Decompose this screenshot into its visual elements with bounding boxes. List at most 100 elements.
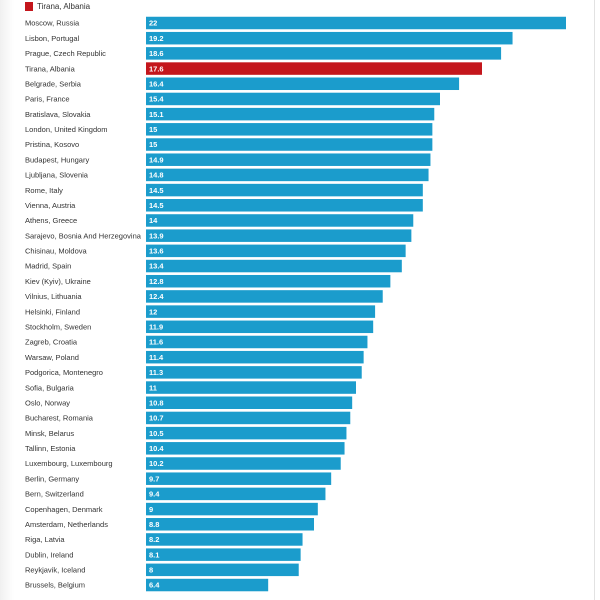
value-label: 11.4 xyxy=(149,353,164,362)
bar xyxy=(146,381,356,394)
bar xyxy=(146,487,326,501)
category-label: Vilnius, Lithuania xyxy=(25,292,82,301)
bar xyxy=(146,214,414,227)
category-label: Riga, Latvia xyxy=(25,535,65,544)
bar xyxy=(146,244,406,258)
value-label: 15.1 xyxy=(149,110,164,119)
bar xyxy=(146,518,314,531)
bar xyxy=(146,457,341,470)
bar xyxy=(146,442,345,455)
bar xyxy=(146,259,402,273)
bar xyxy=(146,16,566,30)
category-label: Oslo, Norway xyxy=(25,398,70,407)
bar xyxy=(146,366,362,379)
category-label: Amsterdam, Netherlands xyxy=(25,520,108,529)
value-label: 11.9 xyxy=(149,323,163,332)
category-label: Tallinn, Estonia xyxy=(25,444,76,453)
value-label: 12 xyxy=(149,307,157,316)
category-label: Pristina, Kosovo xyxy=(25,140,79,149)
category-label: Sarajevo, Bosnia And Herzegovina xyxy=(25,231,142,240)
bar xyxy=(146,31,513,45)
category-label: Bern, Switzerland xyxy=(25,490,84,499)
bar xyxy=(146,229,412,242)
bar xyxy=(146,92,440,106)
category-label: Paris, France xyxy=(25,95,70,104)
category-label: Zagreb, Croatia xyxy=(25,338,78,347)
bar xyxy=(146,350,364,364)
bar xyxy=(146,183,423,197)
bar xyxy=(146,153,431,166)
value-label: 13.9 xyxy=(149,231,164,240)
value-label: 12.8 xyxy=(149,277,164,286)
bar xyxy=(146,548,301,561)
value-label: 10.2 xyxy=(149,459,164,468)
value-label: 8 xyxy=(149,566,153,575)
bar xyxy=(146,274,391,288)
category-label: Berlin, Germany xyxy=(25,474,79,483)
bar xyxy=(146,123,433,136)
legend-label: Tirana, Albania xyxy=(37,1,91,11)
category-label: Reykjavik, Iceland xyxy=(25,566,85,575)
value-label: 13.6 xyxy=(149,247,164,256)
value-label: 10.5 xyxy=(149,429,164,438)
category-label: Madrid, Spain xyxy=(25,262,71,271)
value-label: 6.4 xyxy=(149,581,160,590)
value-label: 18.6 xyxy=(149,49,164,58)
bar xyxy=(146,335,368,349)
value-label: 9.4 xyxy=(149,490,160,499)
bar xyxy=(146,563,299,577)
category-label: Vienna, Austria xyxy=(25,201,76,210)
category-label: Helsinki, Finland xyxy=(25,307,80,316)
category-label: Ljubljana, Slovenia xyxy=(25,171,89,180)
value-label: 19.2 xyxy=(149,34,164,43)
category-label: Minsk, Belarus xyxy=(25,429,74,438)
bar xyxy=(146,138,433,151)
category-label: Rome, Italy xyxy=(25,186,63,195)
category-label: Athens, Greece xyxy=(25,216,77,225)
value-label: 8.8 xyxy=(149,520,159,529)
bar xyxy=(146,411,351,425)
value-label: 14.8 xyxy=(149,171,164,180)
legend-swatch xyxy=(25,1,33,11)
category-label: Luxembourg, Luxembourg xyxy=(25,459,113,468)
bar xyxy=(146,290,383,303)
bar xyxy=(146,578,269,592)
bar xyxy=(146,533,303,546)
bar xyxy=(146,426,347,440)
category-label: London, United Kingdom xyxy=(25,125,108,134)
bar xyxy=(146,472,332,485)
value-label: 9.7 xyxy=(149,474,159,483)
category-label: Stockholm, Sweden xyxy=(25,323,91,332)
value-label: 16.4 xyxy=(149,79,164,88)
value-label: 15 xyxy=(149,140,157,149)
value-label: 8.1 xyxy=(149,550,159,559)
category-label: Lisbon, Portugal xyxy=(25,34,80,43)
value-label: 14 xyxy=(149,216,158,225)
value-label: 9 xyxy=(149,505,153,514)
value-label: 8.2 xyxy=(149,535,159,544)
category-label: Brussels, Belgium xyxy=(25,581,85,590)
bar xyxy=(146,77,460,91)
category-label: Bratislava, Slovakia xyxy=(25,110,91,119)
value-label: 10.8 xyxy=(149,398,164,407)
value-label: 12.4 xyxy=(149,292,164,301)
bar xyxy=(146,62,482,75)
value-label: 10.4 xyxy=(149,444,164,453)
value-label: 14.5 xyxy=(149,201,164,210)
bar xyxy=(146,47,502,60)
category-label: Copenhagen, Denmark xyxy=(25,505,103,514)
category-label: Bucharest, Romania xyxy=(25,414,94,423)
bar xyxy=(146,502,318,516)
bar xyxy=(146,168,429,182)
value-label: 17.6 xyxy=(149,64,164,73)
bar xyxy=(146,107,435,121)
value-label: 13.4 xyxy=(149,262,164,271)
right-border-line xyxy=(594,0,595,600)
bar xyxy=(146,320,374,334)
category-label: Sofia, Bulgaria xyxy=(25,383,75,392)
bar xyxy=(146,199,423,212)
value-label: 11 xyxy=(149,383,157,392)
category-label: Chisinau, Moldova xyxy=(25,247,88,256)
category-label: Budapest, Hungary xyxy=(25,155,89,164)
